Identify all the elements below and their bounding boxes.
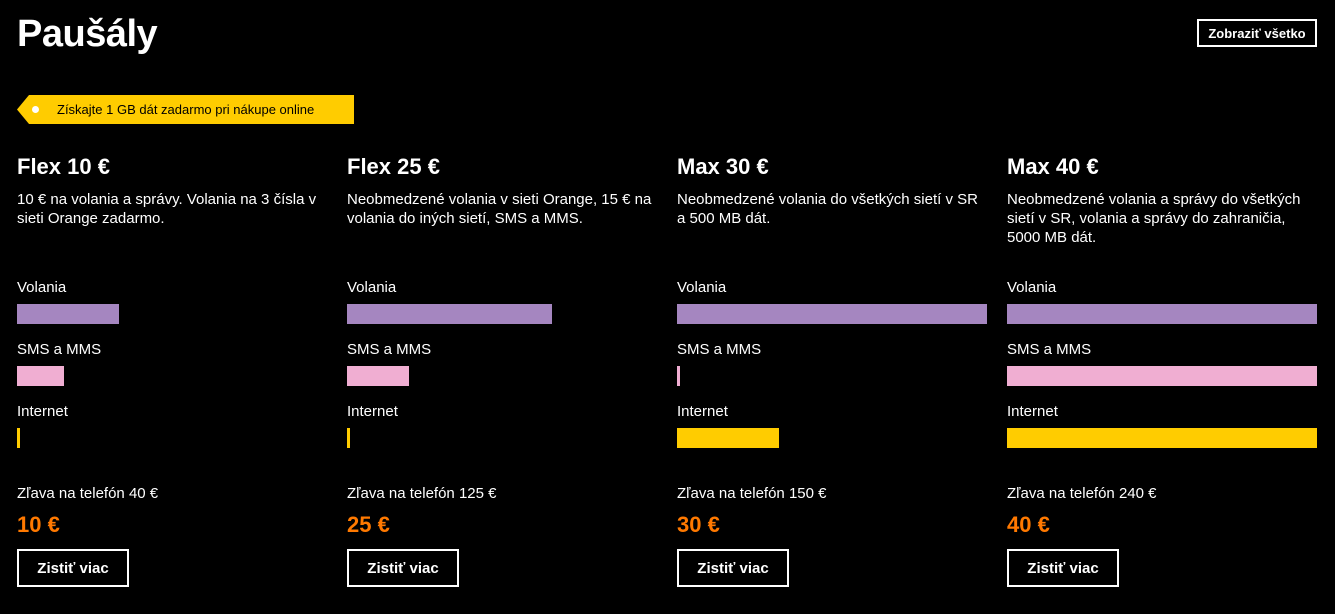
promo-text: Získajte 1 GB dát zadarmo pri nákupe onl… xyxy=(57,102,315,117)
internet-bar xyxy=(1007,428,1317,448)
promo-dot-icon xyxy=(32,106,39,113)
learn-more-button[interactable]: Zistiť viac xyxy=(677,549,789,587)
learn-more-button[interactable]: Zistiť viac xyxy=(347,549,459,587)
calls-label: Volania xyxy=(677,279,727,296)
learn-more-button[interactable]: Zistiť viac xyxy=(17,549,129,587)
plan-name: Flex 25 € xyxy=(347,154,440,179)
internet-label: Internet xyxy=(1007,403,1058,420)
sms-label: SMS a MMS xyxy=(17,341,102,358)
phone-discount: Zľava na telefón 125 € xyxy=(347,485,497,502)
calls-label: Volania xyxy=(347,279,397,296)
calls-bar xyxy=(1007,304,1317,324)
page-title: Paušály xyxy=(17,13,158,55)
calls-bar xyxy=(347,304,552,324)
internet-bar xyxy=(17,428,20,448)
plan-card: Max 40 € Neobmedzené volania a správy do … xyxy=(1007,150,1319,590)
internet-label: Internet xyxy=(17,403,68,420)
sms-bar xyxy=(17,366,64,386)
sms-bar xyxy=(677,366,680,386)
show-all-button[interactable]: Zobraziť všetko xyxy=(1197,19,1317,47)
plan-card: Flex 25 € Neobmedzené volania v sieti Ora… xyxy=(347,150,659,590)
phone-discount: Zľava na telefón 240 € xyxy=(1007,485,1157,502)
plan-card: Max 30 € Neobmedzené volania do všetkých … xyxy=(677,150,989,590)
plan-description: Neobmedzené volania do všetkých sietí v … xyxy=(677,191,978,227)
internet-label: Internet xyxy=(347,403,398,420)
plan-name: Max 40 € xyxy=(1007,154,1099,179)
internet-bar xyxy=(347,428,350,448)
calls-label: Volania xyxy=(17,279,67,296)
plan-name: Max 30 € xyxy=(677,154,769,179)
internet-label: Internet xyxy=(677,403,728,420)
plan-name: Flex 10 € xyxy=(17,154,110,179)
plan-price: 30 € xyxy=(677,512,720,537)
plan-description: 10 € na volania a správy. Volania na 3 č… xyxy=(17,191,317,227)
plan-price: 40 € xyxy=(1007,512,1050,537)
sms-label: SMS a MMS xyxy=(1007,341,1092,358)
sms-bar xyxy=(1007,366,1317,386)
internet-bar xyxy=(677,428,779,448)
plan-price: 10 € xyxy=(17,512,60,537)
calls-bar xyxy=(677,304,987,324)
calls-label: Volania xyxy=(1007,279,1057,296)
promo-badge[interactable]: Získajte 1 GB dát zadarmo pri nákupe onl… xyxy=(17,95,354,124)
plan-description: Neobmedzené volania v sieti Orange, 15 €… xyxy=(347,191,652,227)
calls-bar xyxy=(17,304,119,324)
plan-description: Neobmedzené volania a správy do všetkých… xyxy=(1007,191,1301,246)
sms-label: SMS a MMS xyxy=(677,341,762,358)
sms-label: SMS a MMS xyxy=(347,341,432,358)
sms-bar xyxy=(347,366,409,386)
phone-discount: Zľava na telefón 150 € xyxy=(677,485,827,502)
phone-discount: Zľava na telefón 40 € xyxy=(17,485,159,502)
plan-card: Flex 10 € 10 € na volania a správy. Volan… xyxy=(17,150,329,590)
plan-price: 25 € xyxy=(347,512,390,537)
learn-more-button[interactable]: Zistiť viac xyxy=(1007,549,1119,587)
